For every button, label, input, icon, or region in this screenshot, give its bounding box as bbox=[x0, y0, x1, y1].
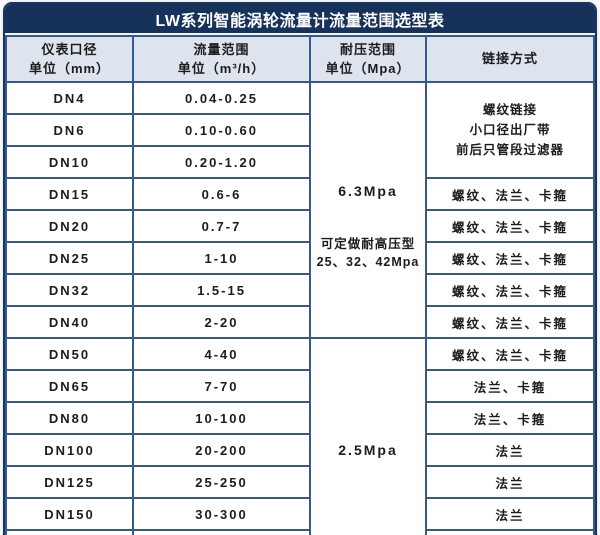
diameter-cell: DN100 bbox=[5, 433, 134, 467]
pressure-high-content: 6.3Mpa 可定做耐高压型 25、32、42Mpa bbox=[311, 149, 425, 271]
header-pressure: 耐压范围 单位（Mpa） bbox=[309, 35, 427, 83]
diameter-cell: DN50 bbox=[5, 337, 134, 371]
connection-cell: 法兰 bbox=[425, 465, 595, 499]
connection-cell: 螺纹、法兰、卡箍 bbox=[425, 337, 595, 371]
header-diameter-line2: 单位（mm） bbox=[28, 61, 111, 76]
connection-note-line1: 螺纹链接 bbox=[482, 103, 537, 117]
connection-cell: 螺纹、法兰、卡箍 bbox=[425, 273, 595, 307]
connection-note-cell: 螺纹链接 小口径出厂带 前后只管段过滤器 bbox=[425, 81, 595, 179]
table-row: DN20 0.7-7 螺纹、法兰、卡箍 bbox=[5, 209, 595, 243]
diameter-cell: DN125 bbox=[5, 465, 134, 499]
flow-cell: 1.5-15 bbox=[132, 273, 311, 307]
header-connection: 链接方式 bbox=[425, 35, 595, 83]
pressure-high-note-line1: 可定做耐高压型 bbox=[320, 236, 416, 251]
connection-cell: 法兰 bbox=[425, 529, 595, 535]
diameter-cell: DN32 bbox=[5, 273, 134, 307]
flow-cell: 25-250 bbox=[132, 465, 311, 499]
table-row: DN6 0.10-0.60 bbox=[5, 113, 594, 147]
connection-cell: 法兰 bbox=[425, 497, 595, 531]
header-pressure-line2: 单位（Mpa） bbox=[325, 61, 411, 76]
diameter-cell: DN25 bbox=[5, 241, 134, 275]
header-row: 仪表口径 单位（mm） 流量范围 单位（m³/h） 耐压范围 单位（Mpa） 链… bbox=[5, 35, 595, 83]
pressure-low-cell: 2.5Mpa bbox=[309, 337, 427, 535]
pressure-high-value: 6.3Mpa bbox=[338, 182, 398, 199]
header-flow: 流量范围 单位（m³/h） bbox=[132, 35, 311, 83]
table-row: DN50 4-40 2.5Mpa 螺纹、法兰、卡箍 bbox=[5, 337, 595, 535]
diameter-cell: DN6 bbox=[5, 113, 134, 147]
table-row: DN32 1.5-15 螺纹、法兰、卡箍 bbox=[5, 273, 595, 307]
table-row: DN100 20-200 法兰 bbox=[5, 433, 595, 467]
header-flow-line1: 流量范围 bbox=[193, 41, 250, 57]
connection-note-line2: 小口径出厂带 bbox=[469, 123, 551, 137]
flow-cell: 4-40 bbox=[132, 337, 311, 371]
header-diameter: 仪表口径 单位（mm） bbox=[5, 35, 134, 83]
connection-cell: 法兰、卡箍 bbox=[425, 401, 595, 435]
diameter-cell: DN10 bbox=[5, 145, 134, 179]
flow-cell: 2-20 bbox=[132, 305, 311, 339]
table-row: DN10 0.20-1.20 bbox=[5, 145, 594, 179]
connection-cell: 螺纹、法兰、卡箍 bbox=[425, 305, 595, 339]
flow-cell: 0.6-6 bbox=[132, 177, 311, 211]
flow-cell: 7-70 bbox=[132, 369, 311, 403]
pressure-high-note: 可定做耐高压型 25、32、42Mpa bbox=[317, 235, 420, 271]
flow-cell: 80-800 bbox=[132, 529, 311, 535]
table-row: DN15 0.6-6 螺纹、法兰、卡箍 bbox=[5, 177, 595, 211]
flow-cell: 0.7-7 bbox=[132, 209, 311, 243]
connection-cell: 螺纹、法兰、卡箍 bbox=[425, 209, 595, 243]
table-row: DN25 1-10 螺纹、法兰、卡箍 bbox=[5, 241, 595, 275]
table-row: DN65 7-70 法兰、卡箍 bbox=[5, 369, 595, 403]
table-row: DN40 2-20 螺纹、法兰、卡箍 bbox=[5, 305, 595, 339]
diameter-cell: DN65 bbox=[5, 369, 134, 403]
table-row: DN4 0.04-0.25 6.3Mpa 可定做耐高压型 25、32、42Mpa… bbox=[5, 81, 595, 339]
header-pressure-line1: 耐压范围 bbox=[339, 41, 396, 57]
diameter-cell: DN150 bbox=[5, 497, 134, 531]
table-title: LW系列智能涡轮流量计流量范围选型表 bbox=[5, 4, 595, 35]
table-row: DN80 10-100 法兰、卡箍 bbox=[5, 401, 595, 435]
flow-cell: 0.20-1.20 bbox=[132, 145, 311, 179]
flow-cell: 1-10 bbox=[132, 241, 311, 275]
pressure-high-note-line2: 25、32、42Mpa bbox=[316, 255, 420, 269]
flow-cell: 0.10-0.60 bbox=[132, 113, 311, 147]
flow-cell: 20-200 bbox=[132, 433, 311, 467]
connection-cell: 螺纹、法兰、卡箍 bbox=[425, 241, 595, 275]
connection-cell: 法兰 bbox=[425, 433, 595, 467]
diameter-cell: DN20 bbox=[5, 209, 134, 243]
connection-cell: 法兰、卡箍 bbox=[425, 369, 595, 403]
diameter-cell: DN15 bbox=[5, 177, 134, 211]
flow-range-selection-table: 仪表口径 单位（mm） 流量范围 单位（m³/h） 耐压范围 单位（Mpa） 链… bbox=[5, 35, 595, 535]
flow-cell: 0.04-0.25 bbox=[132, 81, 311, 115]
connection-note-line3: 前后只管段过滤器 bbox=[455, 143, 564, 157]
table-row: DN150 30-300 法兰 bbox=[5, 497, 595, 531]
connection-cell: 螺纹、法兰、卡箍 bbox=[425, 177, 595, 211]
flow-cell: 30-300 bbox=[132, 497, 311, 531]
pressure-low-value: 2.5Mpa bbox=[338, 442, 398, 458]
diameter-cell: DN80 bbox=[5, 401, 134, 435]
header-diameter-line1: 仪表口径 bbox=[41, 41, 98, 57]
pressure-high-cell: 6.3Mpa 可定做耐高压型 25、32、42Mpa bbox=[309, 81, 427, 339]
selection-table-panel: LW系列智能涡轮流量计流量范围选型表 仪表口径 单位（mm） 流量范围 单位（m… bbox=[3, 2, 597, 535]
table-row: DN125 25-250 法兰 bbox=[5, 465, 595, 499]
diameter-cell: DN4 bbox=[5, 81, 134, 115]
header-flow-line2: 单位（m³/h） bbox=[177, 61, 266, 76]
flow-cell: 10-100 bbox=[132, 401, 311, 435]
diameter-cell: DN40 bbox=[5, 305, 134, 339]
